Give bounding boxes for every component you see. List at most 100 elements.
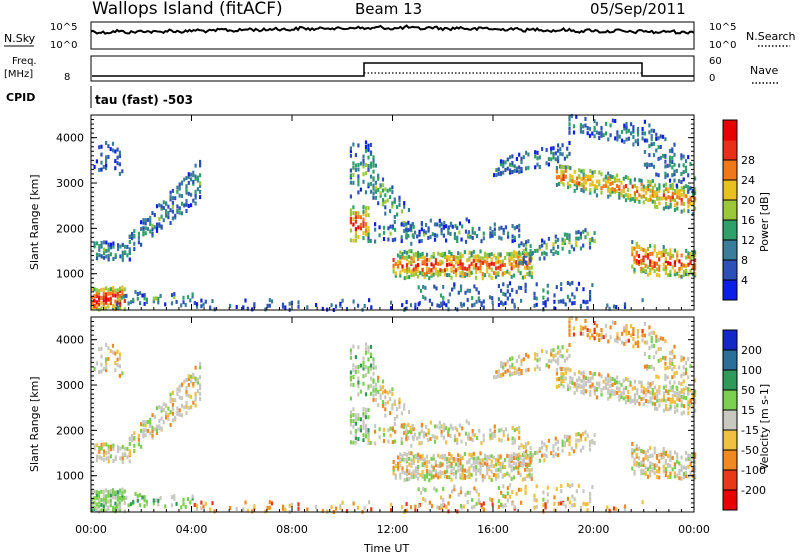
power-cell: [616, 178, 619, 183]
velocity-cell: [357, 427, 360, 432]
power-cell: [446, 262, 449, 267]
velocity-cell: [374, 441, 377, 446]
power-cell: [694, 258, 697, 263]
velocity-cell: [118, 373, 121, 378]
velocity-cell: [468, 452, 471, 457]
power-cell: [102, 255, 106, 260]
velocity-cell: [623, 341, 626, 346]
velocity-cell: [251, 509, 254, 514]
velocity-cell: [437, 453, 440, 458]
velocity-cell: [642, 402, 645, 407]
nsky-right-tick-bottom: 10^0: [709, 40, 736, 51]
velocity-cell: [636, 334, 640, 339]
velocity-cell: [349, 396, 352, 401]
velocity-cell: [604, 333, 608, 338]
velocity-cell: [694, 452, 697, 457]
velocity-cell: [447, 427, 450, 432]
power-cell: [405, 270, 409, 275]
velocity-cell: [602, 386, 605, 391]
velocity-cell: [580, 379, 583, 384]
velocity-cell: [459, 457, 462, 462]
power-cell: [116, 302, 119, 307]
velocity-cell: [659, 347, 662, 351]
power-cell: [372, 186, 375, 191]
power-cell: [584, 117, 587, 121]
velocity-cell: [425, 464, 429, 469]
power-cell: [452, 264, 455, 269]
power-cell: [658, 273, 661, 278]
velocity-cell: [476, 436, 479, 440]
velocity-cell: [457, 492, 460, 497]
velocity-cell: [653, 466, 656, 471]
velocity-cell: [584, 325, 587, 330]
power-cell: [687, 204, 690, 209]
velocity-cell: [93, 443, 96, 448]
power-cell: [642, 184, 645, 189]
power-cell: [511, 160, 514, 165]
cpid-panel: CPID tau (fast) -503: [6, 86, 193, 108]
power-cell: [649, 262, 652, 267]
power-cell: [185, 199, 188, 203]
power-cell: [616, 188, 619, 193]
nsky-right-tick-top: 10^5: [709, 22, 736, 33]
velocity-cell: [662, 469, 665, 474]
velocity-cell: [669, 474, 672, 479]
velocity-cell: [412, 454, 415, 459]
velocity-cell: [427, 430, 430, 435]
velocity-cell: [481, 474, 484, 479]
velocity-cell: [653, 385, 657, 390]
power-cell: [169, 197, 172, 202]
velocity-cell: [95, 361, 98, 366]
nave-tick-bottom: 0: [709, 73, 715, 84]
velocity-cell: [595, 323, 598, 328]
velocity-cell: [133, 443, 136, 448]
velocity-cell: [315, 505, 318, 509]
velocity-cell: [459, 463, 462, 468]
velocity-cell: [655, 350, 658, 355]
power-cell: [479, 262, 482, 267]
velocity-cell: [680, 382, 683, 387]
velocity-cell: [440, 433, 443, 438]
power-cell: [173, 292, 176, 297]
power-cell: [146, 218, 149, 222]
power-cell: [682, 163, 685, 168]
velocity-cell: [200, 500, 203, 505]
velocity-cell: [664, 458, 667, 463]
power-cell: [638, 199, 641, 204]
power-cell: [211, 299, 214, 304]
power-cell: [421, 271, 424, 276]
power-cell: [176, 208, 179, 213]
velocity-cell: [98, 455, 101, 460]
power-cell: [187, 191, 190, 196]
velocity-cell: [155, 428, 159, 433]
power-cell: [489, 234, 492, 239]
colorbar-segment: [723, 490, 737, 511]
power-cell: [547, 162, 550, 167]
velocity-cell: [479, 458, 482, 463]
velocity-cell: [517, 459, 520, 464]
power-cell: [393, 199, 396, 204]
velocity-cell: [169, 423, 172, 427]
velocity-cell: [520, 487, 523, 492]
power-cell: [439, 293, 443, 298]
velocity-cell: [266, 505, 269, 510]
power-cell: [194, 174, 197, 179]
velocity-cell: [98, 449, 101, 454]
power-cell: [397, 253, 400, 258]
power-cell: [518, 165, 521, 170]
velocity-cell: [521, 463, 524, 468]
power-cell: [436, 233, 439, 238]
velocity-cell: [109, 349, 112, 354]
power-cell: [528, 252, 531, 256]
velocity-cell: [511, 365, 514, 370]
power-cell: [553, 306, 556, 311]
power-cell: [662, 253, 665, 257]
velocity-cell: [467, 421, 471, 426]
velocity-cell: [160, 408, 163, 413]
velocity-cell: [579, 506, 582, 510]
power-cell: [604, 180, 607, 185]
power-cell: [411, 222, 414, 227]
power-cell: [369, 181, 373, 186]
power-cell: [486, 269, 489, 274]
power-cell: [656, 191, 659, 196]
